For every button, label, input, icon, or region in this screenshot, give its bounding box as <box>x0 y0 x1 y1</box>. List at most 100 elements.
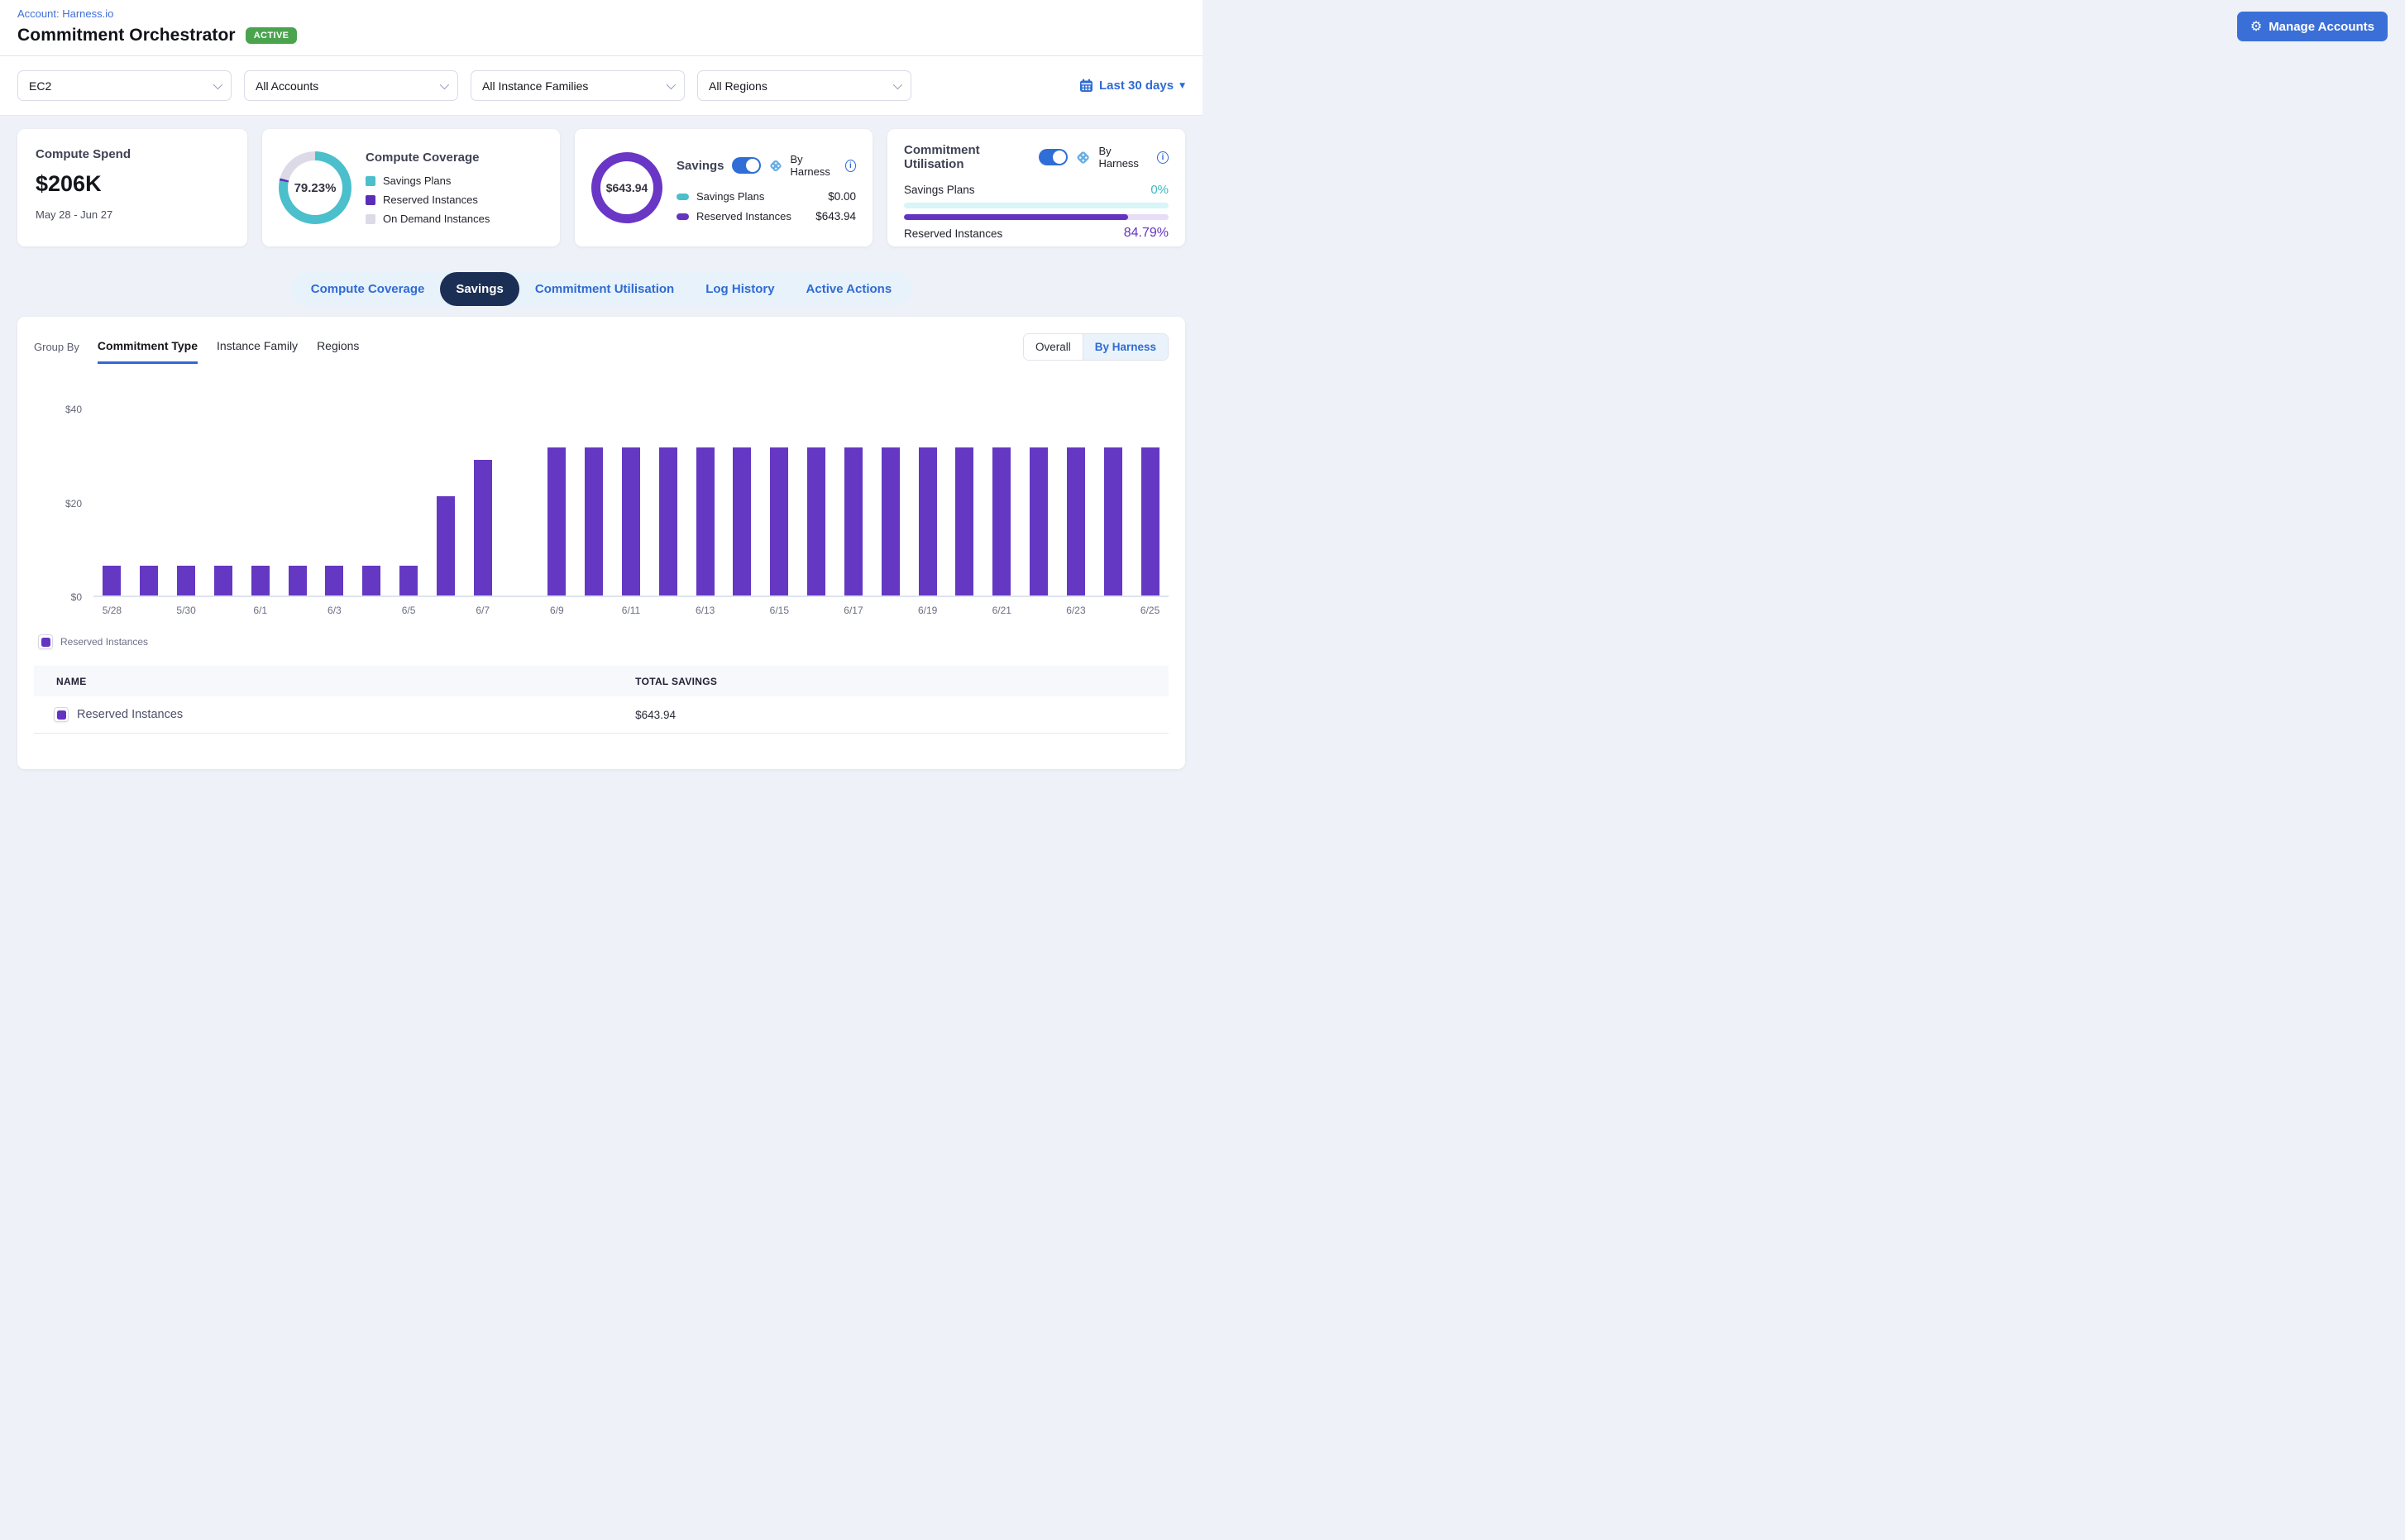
utilisation-row-value: 84.79% <box>1123 226 1169 240</box>
x-axis-tick: 6/3 <box>328 605 342 616</box>
chart-bar <box>585 447 604 595</box>
row-name: Reserved Instances <box>77 708 184 721</box>
utilisation-by-harness-toggle[interactable] <box>1039 149 1069 165</box>
chart-bar-slot <box>1094 447 1131 595</box>
x-axis-tick <box>427 605 464 616</box>
view-toggle-by-harness[interactable]: By Harness <box>1082 334 1168 360</box>
chart-bar <box>177 566 196 595</box>
utilisation-bars: Savings Plans 0% Reserved Instances 84.79% <box>904 183 1169 241</box>
compute-coverage-legend: Savings Plans Reserved Instances On Demand… <box>366 175 490 225</box>
x-axis-tick <box>279 605 316 616</box>
compute-coverage-donut: 79.23% <box>279 151 351 224</box>
chart-bar <box>473 460 492 595</box>
chart-bar-slot <box>909 447 946 595</box>
chart-bar-slot <box>761 447 798 595</box>
chart-bar-slot <box>279 566 316 595</box>
manage-accounts-button[interactable]: ⚙ Manage Accounts <box>2236 12 2388 41</box>
view-toggle-overall[interactable]: Overall <box>1023 334 1083 360</box>
chart-bar-slot <box>576 447 613 595</box>
calendar-icon <box>1080 79 1093 92</box>
app-header: Account: Harness.io Commitment Orchestra… <box>0 0 2388 56</box>
tab-compute-coverage[interactable]: Compute Coverage <box>310 282 425 296</box>
instance-families-select[interactable]: All Instance Families <box>471 70 685 101</box>
x-axis-tick: 6/1 <box>253 605 268 616</box>
filter-bar: EC2 All Accounts All Instance Families A… <box>0 56 1202 116</box>
chart-bar-slot <box>613 447 650 595</box>
chart-bar <box>140 566 159 595</box>
info-icon[interactable]: i <box>1157 151 1169 164</box>
groupby-tab-regions[interactable]: Regions <box>317 339 360 352</box>
chart-bar-slot <box>316 566 353 595</box>
x-axis-tick: 6/23 <box>1066 605 1086 616</box>
x-axis-tick <box>649 605 686 616</box>
table-cell-total-savings: $643.94 <box>635 708 676 721</box>
groupby-tab-commitment-type[interactable]: Commitment Type <box>97 339 198 364</box>
regions-select-value: All Regions <box>709 79 767 93</box>
utilisation-row: Reserved Instances 84.79% <box>904 226 1169 241</box>
chart-bar <box>918 447 937 595</box>
legend-label: On Demand Instances <box>383 213 490 225</box>
savings-by-harness-toggle[interactable] <box>731 157 761 174</box>
chart-bar-slot <box>983 447 1021 595</box>
savings-table: NAME TOTAL SAVINGS Reserved Instances $64… <box>34 666 1169 734</box>
utilisation-by-harness-label: By Harness <box>1098 145 1139 170</box>
chart-bar <box>658 447 677 595</box>
compute-spend-title: Compute Spend <box>36 147 131 161</box>
tab-commitment-utilisation[interactable]: Commitment Utilisation <box>534 282 675 296</box>
regions-select[interactable]: All Regions <box>697 70 911 101</box>
table-cell-name: Reserved Instances <box>34 707 635 722</box>
savings-breakdown-row: Reserved Instances $643.94 <box>677 210 856 222</box>
savings-row-value: $0.00 <box>828 190 856 203</box>
legend-label: Savings Plans <box>383 175 452 187</box>
gear-icon: ⚙ <box>2250 18 2263 34</box>
compute-spend-value: $206K <box>36 171 102 196</box>
chart-bar <box>436 495 455 595</box>
x-axis-tick: 6/19 <box>917 605 938 616</box>
row-checkbox[interactable] <box>54 707 69 722</box>
chart-bar-slot <box>649 447 686 595</box>
x-axis-tick: 6/25 <box>1140 605 1160 616</box>
x-axis-tick: 5/30 <box>176 605 196 616</box>
date-range-picker[interactable]: Last 30 days ▼ <box>1079 79 1185 93</box>
chart-plot-area <box>93 409 1169 597</box>
info-icon[interactable]: i <box>844 159 856 172</box>
savings-breakdown-row: Savings Plans $0.00 <box>677 190 856 203</box>
legend-checkbox-fill <box>41 637 50 647</box>
chart-bar-slot <box>93 566 131 595</box>
chart-bar-slot <box>427 495 464 595</box>
savings-donut: $643.94 <box>591 152 662 223</box>
x-axis-tick <box>576 605 613 616</box>
table-row: Reserved Instances $643.94 <box>34 696 1169 734</box>
x-axis-tick: 6/21 <box>992 605 1011 616</box>
chevron-down-icon <box>213 79 223 89</box>
accounts-select[interactable]: All Accounts <box>244 70 458 101</box>
utilisation-progress-bar <box>904 214 1169 220</box>
groupby-tab-instance-family[interactable]: Instance Family <box>217 339 299 352</box>
compute-coverage-percentage: 79.23% <box>294 180 337 195</box>
savings-card: $643.94 Savings By Harnes <box>575 129 873 246</box>
chart-bar <box>362 566 381 595</box>
legend-color-swatch <box>677 193 689 200</box>
service-select-value: EC2 <box>29 79 52 93</box>
chart-bar <box>807 447 826 595</box>
tab-log-history[interactable]: Log History <box>705 282 775 296</box>
chevron-down-icon <box>439 79 450 89</box>
chart-bar <box>399 566 418 595</box>
tab-active-actions[interactable]: Active Actions <box>806 282 892 296</box>
legend-checkbox[interactable] <box>38 634 53 649</box>
x-axis-tick: 6/9 <box>550 605 564 616</box>
page-title: Commitment Orchestrator <box>17 26 236 45</box>
group-by-tabs: Commitment Type Instance Family Regions <box>97 339 359 364</box>
compute-spend-period: May 28 - Jun 27 <box>36 208 113 221</box>
tab-savings[interactable]: Savings <box>440 272 519 306</box>
x-axis-tick: 5/28 <box>102 605 122 616</box>
service-select[interactable]: EC2 <box>17 70 232 101</box>
account-breadcrumb-link[interactable]: Account: Harness.io <box>17 7 114 20</box>
x-axis-tick: 6/5 <box>401 605 416 616</box>
manage-accounts-label: Manage Accounts <box>2269 19 2374 34</box>
commitment-utilisation-title: Commitment Utilisation <box>904 143 980 171</box>
y-axis-tick: $0 <box>70 591 82 603</box>
table-body: Reserved Instances $643.94 <box>34 696 1169 734</box>
chart-bar <box>251 566 270 595</box>
legend-label: Reserved Instances <box>383 194 478 206</box>
